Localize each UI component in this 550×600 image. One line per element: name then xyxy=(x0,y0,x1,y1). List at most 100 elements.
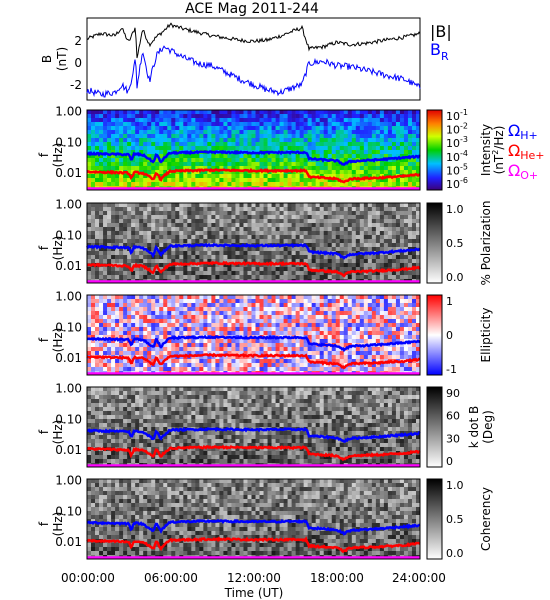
heatmap-cell xyxy=(147,146,152,151)
heatmap-cell xyxy=(263,363,268,368)
heatmap-cell xyxy=(107,239,112,244)
heatmap-cell xyxy=(303,146,308,151)
heatmap-cell xyxy=(311,215,316,220)
heatmap-cell xyxy=(239,363,244,368)
heatmap-cell xyxy=(323,174,329,179)
heatmap-cell xyxy=(279,327,284,332)
heatmap-cell xyxy=(243,251,248,256)
heatmap-cell xyxy=(123,158,128,163)
heatmap-cell xyxy=(327,335,333,340)
heatmap-cell xyxy=(219,255,224,260)
heatmap-cell xyxy=(215,134,220,139)
heatmap-cell xyxy=(267,323,272,328)
heatmap-cell xyxy=(415,203,421,208)
heatmap-cell xyxy=(351,146,357,151)
heatmap-cell xyxy=(219,339,224,344)
heatmap-cell xyxy=(155,110,160,115)
heatmap-cell xyxy=(167,134,172,139)
heatmap-cell xyxy=(183,331,188,336)
heatmap-cell xyxy=(179,359,184,364)
heatmap-cell xyxy=(335,154,341,159)
heatmap-cell xyxy=(111,303,116,308)
heatmap-cell xyxy=(215,331,220,336)
heatmap-cell xyxy=(311,231,316,236)
heatmap-cell xyxy=(87,259,92,264)
heatmap-cell xyxy=(391,150,397,155)
heatmap-cell xyxy=(179,343,184,348)
heatmap-cell xyxy=(363,223,369,228)
heatmap-cell xyxy=(167,347,172,352)
heatmap-cell xyxy=(139,335,144,340)
heatmap-cell xyxy=(115,110,120,115)
heatmap-cell xyxy=(111,142,116,147)
heatmap-cell xyxy=(383,323,389,328)
heatmap-cell xyxy=(299,207,304,212)
heatmap-cell xyxy=(303,259,308,264)
heatmap-cell xyxy=(211,215,216,220)
heatmap-cell xyxy=(363,118,369,123)
heatmap-cell xyxy=(383,327,389,332)
heatmap-cell xyxy=(219,118,224,123)
heatmap-cell xyxy=(331,146,337,151)
heatmap-cell xyxy=(343,207,349,212)
heatmap-cell xyxy=(235,130,240,135)
heatmap-cell xyxy=(223,331,228,336)
heatmap-cell xyxy=(179,247,184,252)
heatmap-cell xyxy=(199,355,204,360)
heatmap-cell xyxy=(315,138,320,143)
heatmap-cell xyxy=(383,134,389,139)
heatmap-cell xyxy=(355,239,361,244)
heatmap-cell xyxy=(107,303,112,308)
heatmap-cell xyxy=(195,315,200,320)
heatmap-cell xyxy=(315,178,320,183)
heatmap-cell xyxy=(279,323,284,328)
heatmap-cell xyxy=(383,182,389,187)
heatmap-cell xyxy=(151,130,156,135)
heatmap-cell xyxy=(395,243,401,248)
heatmap-cell xyxy=(223,207,228,212)
heatmap-cell xyxy=(319,162,325,167)
heatmap-cell xyxy=(227,339,232,344)
heatmap-cell xyxy=(87,271,92,276)
heatmap-cell xyxy=(395,335,401,340)
heatmap-cell xyxy=(99,235,104,240)
heatmap-cell xyxy=(135,339,140,344)
heatmap-cell xyxy=(139,347,144,352)
heatmap-cell xyxy=(403,170,409,175)
heatmap-cell xyxy=(215,219,220,224)
heatmap-cell xyxy=(231,126,236,131)
heatmap-cell xyxy=(119,211,124,216)
heatmap-cell xyxy=(407,271,413,276)
heatmap-cell xyxy=(235,359,240,364)
heatmap-cell xyxy=(87,295,92,300)
heatmap-cell xyxy=(327,142,333,147)
heatmap-cell xyxy=(87,154,92,159)
heatmap-cell xyxy=(311,363,316,368)
heatmap-cell xyxy=(107,142,112,147)
heatmap-cell xyxy=(343,315,349,320)
heatmap-cell xyxy=(279,122,284,127)
heatmap-cell xyxy=(371,331,377,336)
heatmap-cell xyxy=(299,307,304,312)
heatmap-cell xyxy=(179,235,184,240)
heatmap-cell xyxy=(279,110,284,115)
heatmap-cell xyxy=(207,315,212,320)
heatmap-cell xyxy=(211,174,216,179)
heatmap-cell xyxy=(239,130,244,135)
heatmap-cell xyxy=(399,118,405,123)
heatmap-cell xyxy=(343,146,349,151)
heatmap-cell xyxy=(271,223,276,228)
heatmap-cell xyxy=(371,355,377,360)
heatmap-cell xyxy=(163,347,168,352)
heatmap-cell xyxy=(279,307,284,312)
heatmap-cell xyxy=(243,162,248,167)
heatmap-cell xyxy=(311,207,316,212)
heatmap-cell xyxy=(187,307,192,312)
heatmap-cell xyxy=(259,251,264,256)
heatmap-cell xyxy=(319,126,325,131)
heatmap-cell xyxy=(351,311,357,316)
heatmap-cell xyxy=(127,207,132,212)
heatmap-cell xyxy=(239,170,244,175)
heatmap-cell xyxy=(171,351,176,356)
heatmap-cell xyxy=(191,231,196,236)
